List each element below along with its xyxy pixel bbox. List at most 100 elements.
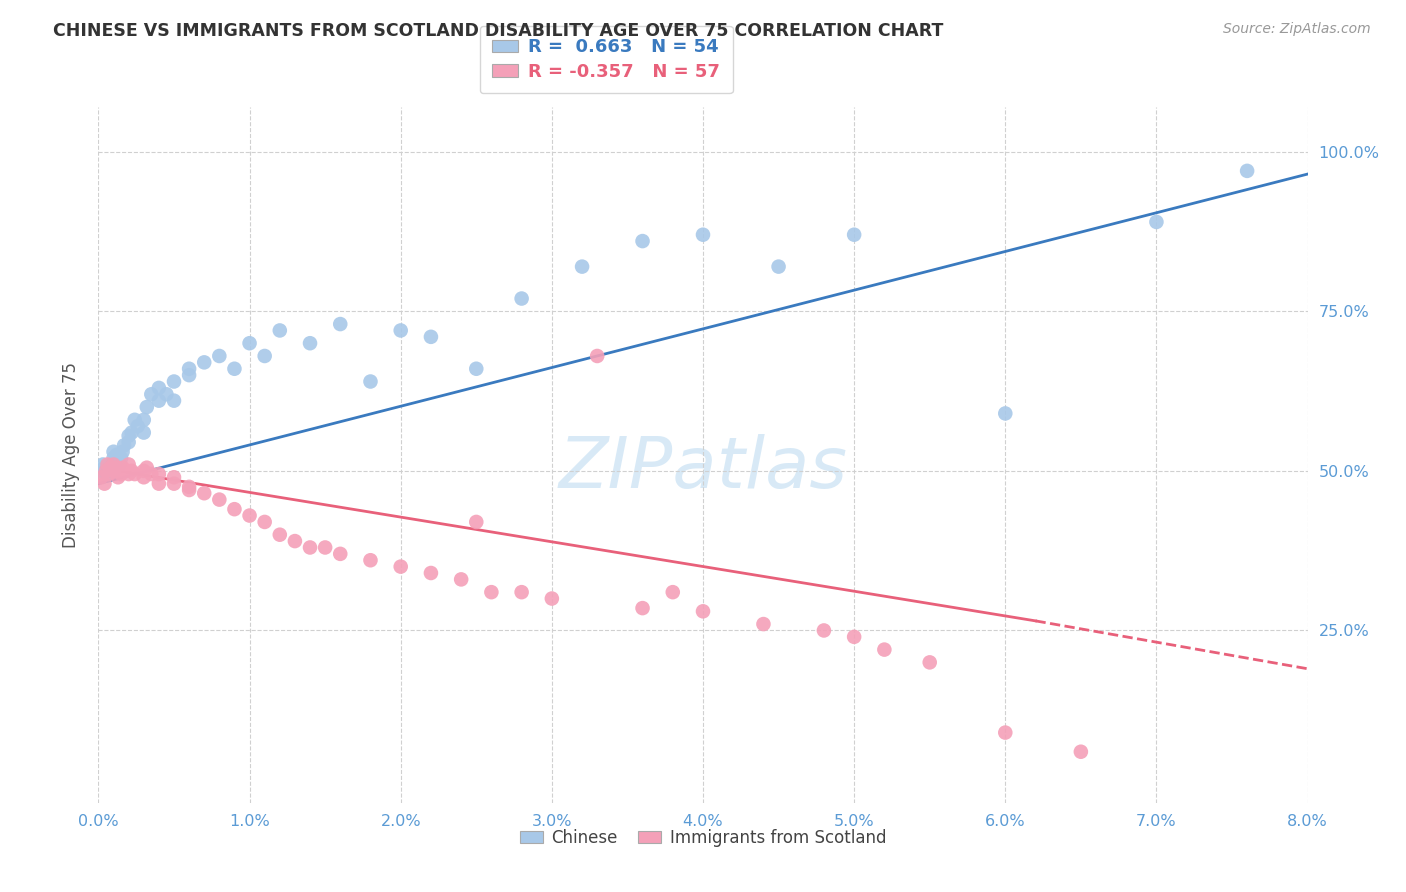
Point bbox=[510, 292, 533, 306]
Point bbox=[110, 451, 132, 466]
Point bbox=[110, 467, 132, 481]
Point bbox=[103, 464, 125, 478]
Point bbox=[994, 406, 1017, 420]
Point bbox=[1146, 215, 1168, 229]
Point bbox=[148, 467, 170, 481]
Point bbox=[112, 438, 135, 452]
Point bbox=[813, 624, 835, 638]
Point bbox=[108, 458, 131, 472]
Point bbox=[132, 413, 155, 427]
Point bbox=[148, 476, 170, 491]
Point bbox=[163, 476, 186, 491]
Point bbox=[108, 464, 131, 478]
Point bbox=[93, 460, 115, 475]
Point bbox=[420, 566, 443, 580]
Point bbox=[111, 444, 134, 458]
Point bbox=[107, 470, 129, 484]
Point bbox=[91, 458, 114, 472]
Point bbox=[450, 573, 472, 587]
Point bbox=[107, 454, 129, 468]
Point bbox=[118, 467, 141, 481]
Point bbox=[510, 585, 533, 599]
Point bbox=[121, 425, 143, 440]
Point bbox=[100, 460, 122, 475]
Point bbox=[768, 260, 790, 274]
Point bbox=[105, 460, 128, 475]
Point bbox=[179, 361, 201, 376]
Point bbox=[148, 381, 170, 395]
Point bbox=[94, 464, 117, 478]
Legend: Chinese, Immigrants from Scotland: Chinese, Immigrants from Scotland bbox=[513, 822, 893, 854]
Point bbox=[586, 349, 609, 363]
Point bbox=[389, 559, 412, 574]
Point bbox=[179, 483, 201, 497]
Point bbox=[105, 448, 128, 462]
Point bbox=[121, 464, 143, 478]
Point bbox=[103, 451, 125, 466]
Point bbox=[269, 527, 291, 541]
Point bbox=[465, 515, 488, 529]
Point bbox=[269, 323, 291, 337]
Point bbox=[118, 458, 141, 472]
Point bbox=[360, 375, 382, 389]
Point bbox=[208, 349, 231, 363]
Point bbox=[844, 630, 866, 644]
Point bbox=[994, 725, 1017, 739]
Point bbox=[114, 464, 136, 478]
Point bbox=[118, 429, 141, 443]
Point bbox=[132, 464, 155, 478]
Point bbox=[360, 553, 382, 567]
Point bbox=[692, 227, 714, 242]
Point bbox=[124, 467, 146, 481]
Point bbox=[1236, 164, 1258, 178]
Point bbox=[299, 541, 322, 555]
Point bbox=[135, 460, 157, 475]
Point bbox=[124, 413, 146, 427]
Point bbox=[163, 375, 186, 389]
Point bbox=[94, 464, 117, 478]
Point bbox=[299, 336, 322, 351]
Point bbox=[631, 234, 654, 248]
Point bbox=[420, 330, 443, 344]
Point bbox=[389, 323, 412, 337]
Text: ZIPatlas: ZIPatlas bbox=[558, 434, 848, 503]
Point bbox=[284, 534, 307, 549]
Point bbox=[253, 515, 276, 529]
Y-axis label: Disability Age Over 75: Disability Age Over 75 bbox=[62, 362, 80, 548]
Point bbox=[101, 458, 124, 472]
Point bbox=[631, 601, 654, 615]
Point bbox=[98, 464, 121, 478]
Point bbox=[103, 444, 125, 458]
Text: CHINESE VS IMMIGRANTS FROM SCOTLAND DISABILITY AGE OVER 75 CORRELATION CHART: CHINESE VS IMMIGRANTS FROM SCOTLAND DISA… bbox=[53, 22, 943, 40]
Point bbox=[193, 486, 215, 500]
Point bbox=[208, 492, 231, 507]
Point bbox=[844, 227, 866, 242]
Point bbox=[111, 460, 134, 475]
Point bbox=[239, 508, 262, 523]
Point bbox=[132, 470, 155, 484]
Point bbox=[481, 585, 503, 599]
Text: Source: ZipAtlas.com: Source: ZipAtlas.com bbox=[1223, 22, 1371, 37]
Point bbox=[329, 547, 352, 561]
Point bbox=[132, 425, 155, 440]
Point bbox=[127, 419, 149, 434]
Point bbox=[661, 585, 683, 599]
Point bbox=[314, 541, 336, 555]
Point bbox=[155, 387, 177, 401]
Point bbox=[465, 361, 488, 376]
Point bbox=[179, 480, 201, 494]
Point bbox=[873, 642, 896, 657]
Point bbox=[692, 604, 714, 618]
Point bbox=[571, 260, 593, 274]
Point bbox=[163, 393, 186, 408]
Point bbox=[253, 349, 276, 363]
Point bbox=[239, 336, 262, 351]
Point bbox=[224, 502, 246, 516]
Point bbox=[752, 617, 775, 632]
Point bbox=[540, 591, 562, 606]
Point bbox=[96, 467, 118, 481]
Point bbox=[96, 458, 118, 472]
Point bbox=[100, 460, 122, 475]
Point bbox=[90, 464, 112, 478]
Point bbox=[163, 470, 186, 484]
